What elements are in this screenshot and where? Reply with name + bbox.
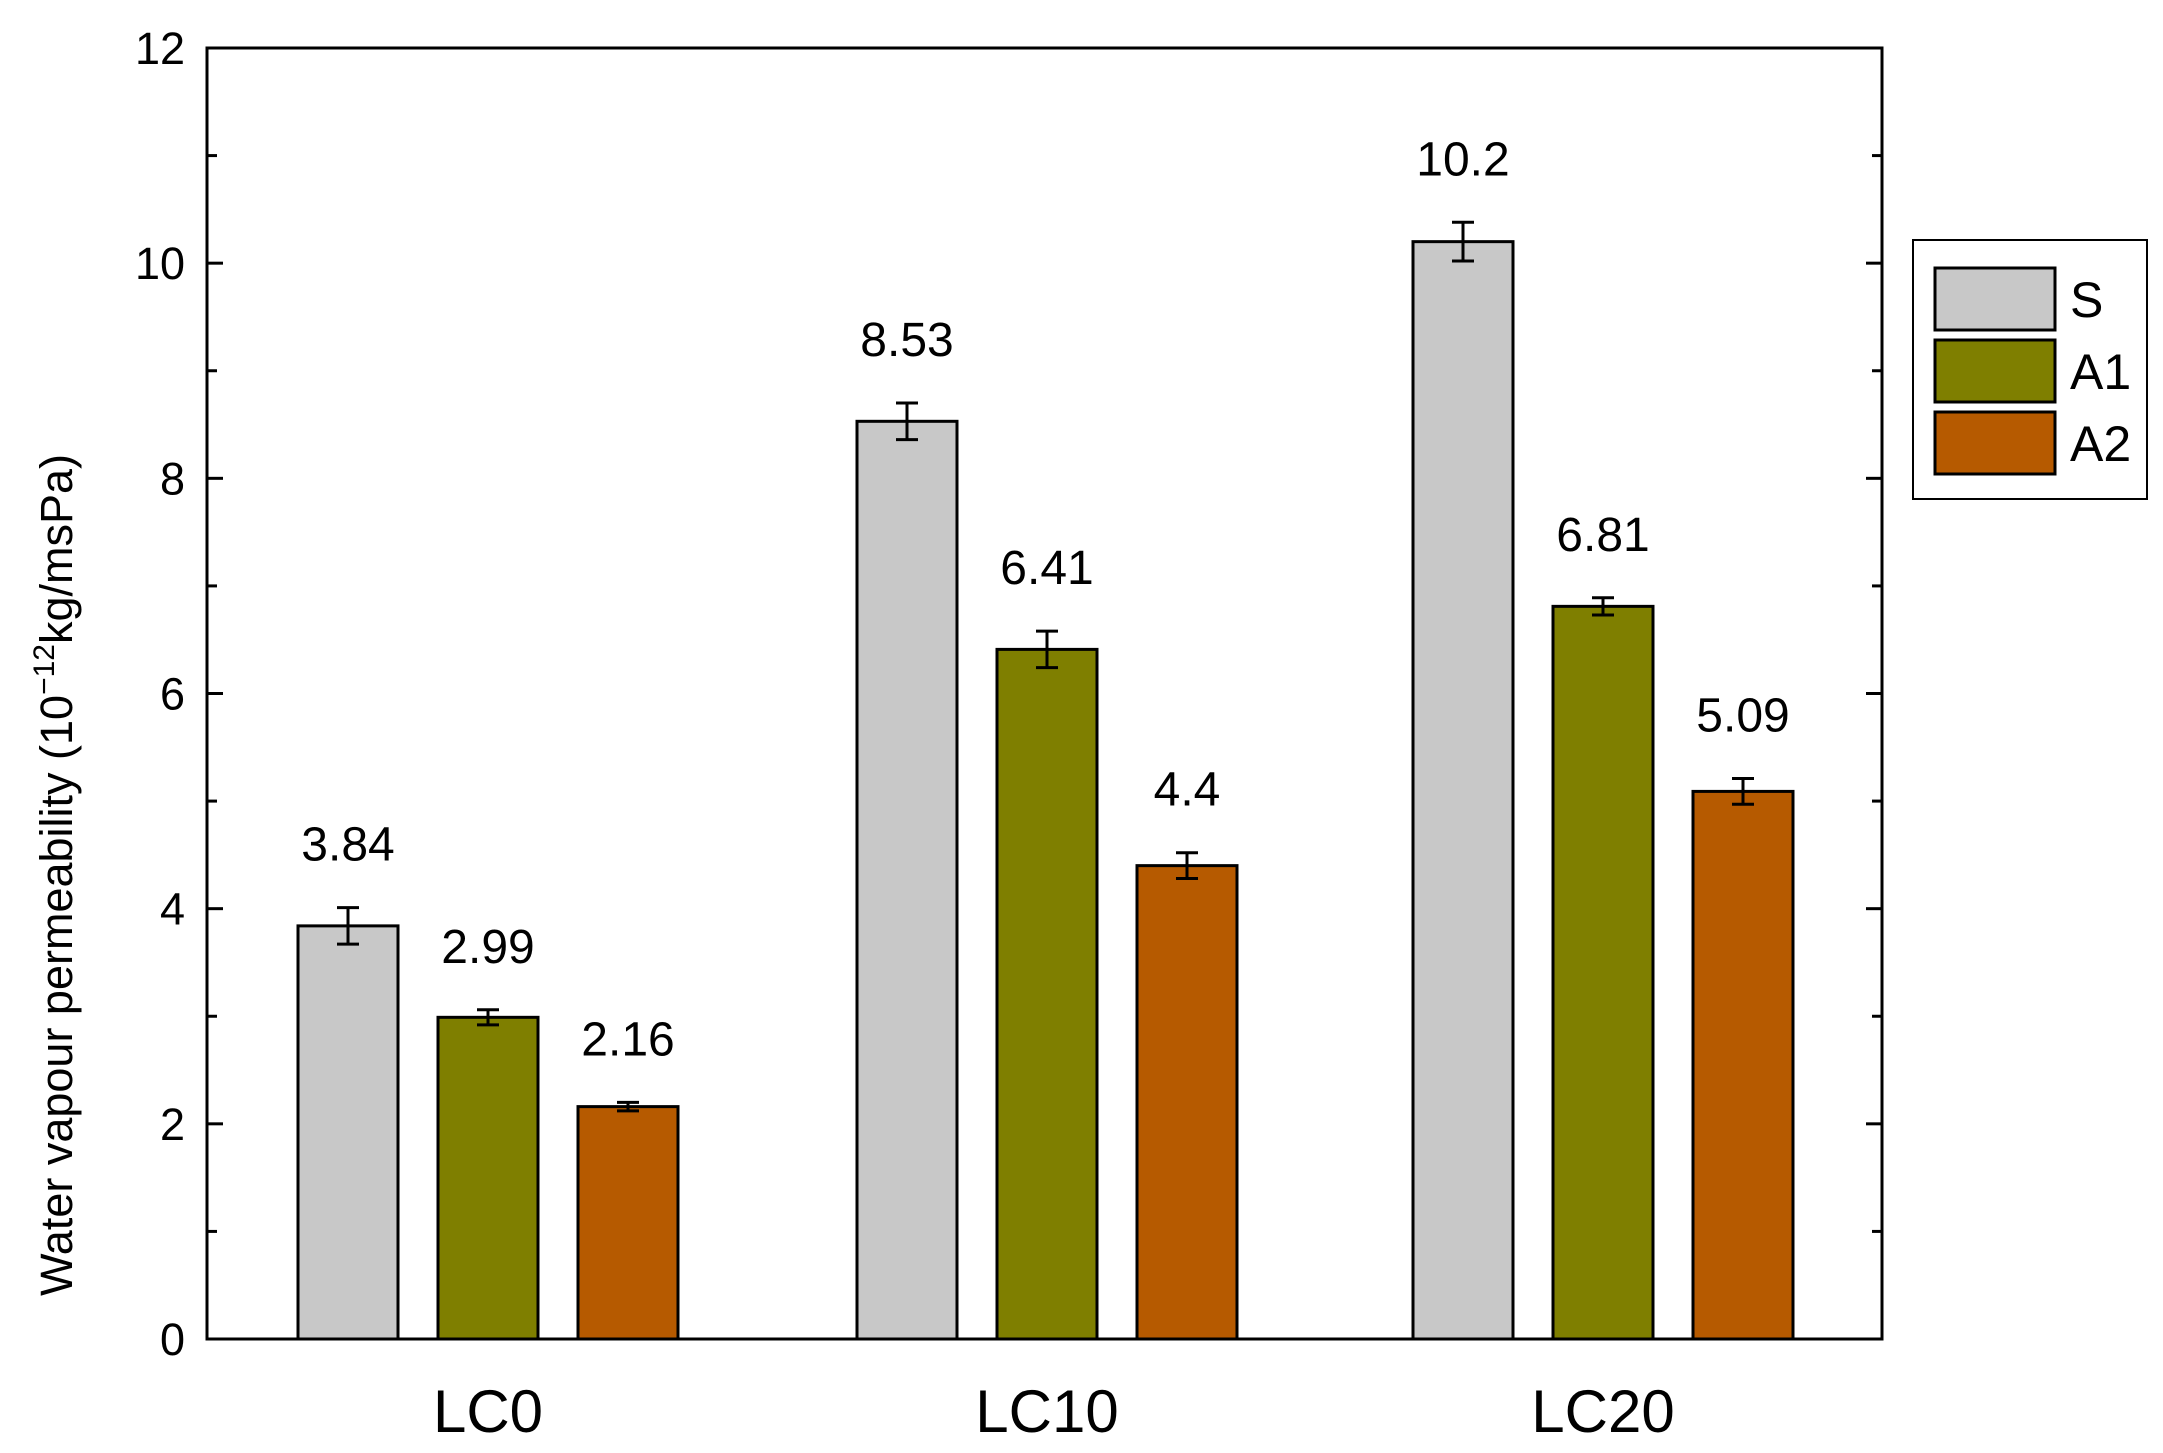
data-label-lc20-a2: 5.09	[1696, 689, 1789, 742]
y-axis-title-exponent: −12	[28, 644, 61, 695]
y-axis-title-unit: kg/msPa)	[31, 454, 82, 644]
x-category-label-lc0: LC0	[433, 1378, 543, 1445]
error-bar-lc0-a2	[617, 1100, 639, 1113]
error-bar-lc10-a2	[1176, 851, 1198, 881]
error-bar-lc0-a1	[477, 1008, 499, 1027]
y-tick-label: 0	[160, 1314, 185, 1365]
data-label-lc10-a1: 6.41	[1000, 542, 1093, 595]
legend-item-a2: A2	[1933, 410, 2131, 476]
legend-swatch	[1933, 266, 2057, 332]
bar-lc0-a1	[436, 1015, 540, 1341]
data-label-lc0-a2: 2.16	[581, 1013, 674, 1066]
legend-item-a1: A1	[1933, 338, 2131, 404]
y-tick-label: 12	[135, 23, 185, 74]
error-bar-lc20-a2	[1732, 776, 1754, 806]
y-tick-label: 10	[135, 238, 185, 289]
data-label-lc10-a2: 4.4	[1154, 764, 1221, 817]
bar-lc0-a2	[576, 1105, 680, 1341]
data-label-lc20-s: 10.2	[1416, 133, 1509, 186]
legend-label: A2	[2070, 416, 2131, 472]
y-tick-label: 2	[160, 1099, 185, 1150]
y-tick-label: 6	[160, 669, 185, 720]
axes-layer: 0 2 4 6 8 10 12 LC0 LC10 LC20	[135, 23, 1884, 1445]
legend: S A1 A2	[1912, 239, 2148, 500]
data-label-lc0-s: 3.84	[301, 819, 394, 872]
error-bar-lc0-s	[337, 906, 359, 946]
error-bars-layer	[337, 220, 1754, 1113]
bar-lc10-a2	[1135, 864, 1239, 1341]
error-bar-lc10-a1	[1036, 629, 1058, 670]
legend-swatch	[1933, 338, 2057, 404]
bar-lc10-s	[855, 419, 959, 1341]
x-category-label-lc10: LC10	[975, 1378, 1118, 1445]
y-tick-label: 4	[160, 884, 185, 935]
legend-item-s: S	[1933, 266, 2103, 332]
y-tick-label: 8	[160, 453, 185, 504]
bar-lc0-s	[296, 924, 400, 1341]
bars-layer	[296, 240, 1795, 1341]
data-label-lc0-a1: 2.99	[441, 921, 534, 974]
error-bar-lc20-s	[1452, 220, 1474, 263]
error-bar-lc20-a1	[1592, 596, 1614, 617]
x-category-label-lc20: LC20	[1531, 1378, 1674, 1445]
error-bar-lc10-s	[896, 401, 918, 442]
data-label-lc10-s: 8.53	[860, 314, 953, 367]
data-label-lc20-a1: 6.81	[1556, 509, 1649, 562]
bar-lc10-a1	[995, 647, 1099, 1341]
y-axis-title-layer: Water vapour permeability (10−12kg/msPa)	[28, 454, 82, 1296]
legend-swatch	[1933, 410, 2057, 476]
data-labels-layer: 3.84 2.99 2.16 8.53 6.41 4.4 10.2 6.81 5.09	[301, 133, 1789, 1066]
legend-label: S	[2070, 272, 2103, 328]
bar-lc20-a1	[1551, 604, 1655, 1341]
y-axis-title-main: Water vapour permeability (10	[31, 695, 82, 1296]
bar-lc20-s	[1411, 240, 1515, 1341]
bar-lc20-a2	[1691, 789, 1795, 1341]
y-axis-title: Water vapour permeability (10−12kg/msPa)	[28, 454, 82, 1296]
legend-label: A1	[2070, 344, 2131, 400]
